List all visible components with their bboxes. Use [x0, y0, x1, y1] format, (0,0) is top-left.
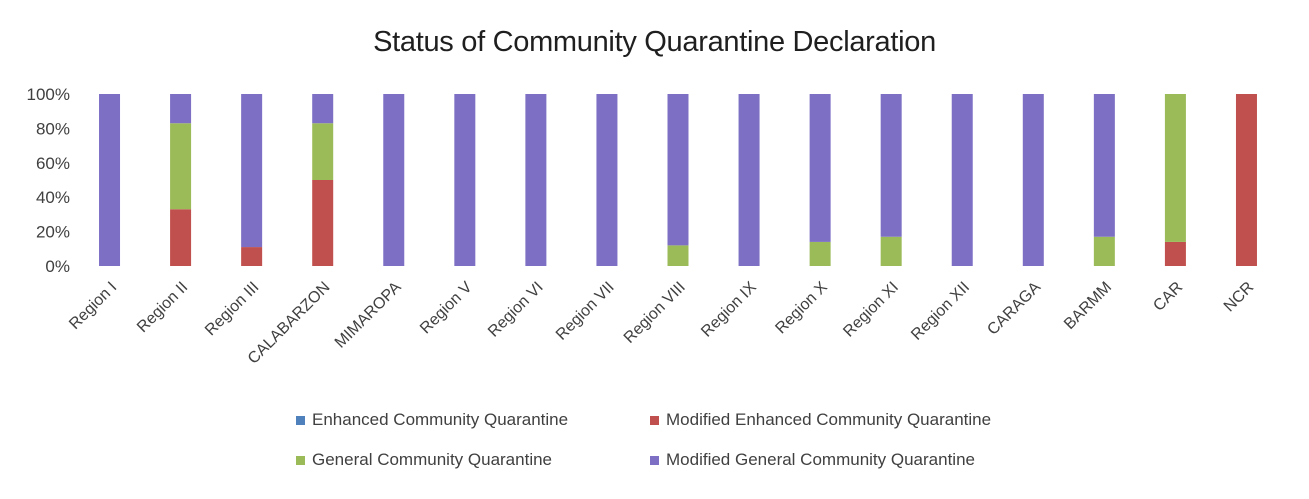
bar-segment — [99, 94, 121, 266]
chart-plot: 0%20%40%60%80%100% Region I Region II Regi… — [27, 85, 1258, 368]
x-tick-label: Region III — [202, 279, 262, 339]
legend-label: General Community Quarantine — [312, 450, 553, 469]
bar-segment — [525, 94, 547, 266]
bar-segment — [809, 241, 831, 266]
x-tick-label: Region XII — [908, 279, 973, 344]
bar-segment — [951, 94, 973, 266]
bar-segment — [1235, 94, 1257, 266]
y-tick-label: 0% — [45, 257, 70, 276]
bar-segment — [1093, 94, 1115, 237]
bar-segment — [738, 94, 760, 266]
legend-swatch — [296, 455, 305, 465]
y-tick-label: 20% — [36, 223, 70, 242]
y-tick-label: 80% — [36, 119, 70, 138]
bar-segment — [667, 94, 689, 246]
bar-segment — [241, 94, 263, 248]
bar-segment — [880, 94, 902, 237]
bar-segment — [667, 245, 689, 266]
x-tick-label: Region I — [66, 279, 120, 333]
x-tick-label: BARMM — [1061, 279, 1115, 333]
chart-title: Status of Community Quarantine Declarati… — [373, 26, 936, 58]
y-tick-label: 60% — [36, 154, 70, 173]
legend-swatch — [650, 415, 659, 425]
bar-segment — [170, 94, 192, 124]
bar-segment — [312, 180, 334, 266]
legend-swatch — [296, 415, 305, 425]
x-tick-label: Region IX — [698, 279, 760, 341]
x-tick-label: Region V — [417, 279, 476, 338]
bar-segment — [596, 94, 618, 266]
legend-label: Modified Enhanced Community Quarantine — [666, 410, 992, 429]
bar-segment — [1093, 236, 1115, 266]
x-tick-label: CAR — [1150, 279, 1186, 315]
legend-item: Modified General Community Quarantine — [650, 450, 975, 470]
x-tick-label: Region XI — [840, 279, 902, 341]
legend-item: Enhanced Community Quarantine — [296, 410, 568, 430]
y-tick-label: 100% — [27, 85, 70, 104]
x-tick-label: MIMAROPA — [332, 279, 405, 352]
bar-segment — [809, 94, 831, 242]
legend-label: Enhanced Community Quarantine — [312, 410, 569, 429]
x-tick-label: CARAGA — [984, 279, 1044, 339]
legend-label: Modified General Community Quarantine — [666, 450, 975, 469]
bar-segment — [1022, 94, 1044, 266]
bar-segment — [170, 123, 192, 210]
bar-segment — [454, 94, 476, 266]
bar-segment — [312, 123, 334, 180]
bar-segment — [312, 94, 334, 124]
legend-item: Modified Enhanced Community Quarantine — [650, 410, 991, 430]
x-tick-label: NCR — [1221, 279, 1258, 316]
legend-item: General Community Quarantine — [296, 450, 552, 470]
x-tick-label: Region VIII — [621, 279, 689, 347]
bar-segment — [383, 94, 405, 266]
bar-segment — [170, 209, 192, 266]
bar-segment — [241, 247, 263, 266]
bar-segment — [880, 236, 902, 266]
x-tick-label: Region VII — [553, 279, 618, 344]
x-tick-label: Region VI — [485, 279, 547, 341]
y-tick-label: 40% — [36, 188, 70, 207]
bar-segment — [1164, 241, 1186, 266]
bar-segment — [1164, 94, 1186, 242]
legend-swatch — [650, 455, 659, 465]
x-tick-label: Region II — [134, 279, 191, 336]
x-tick-label: Region X — [772, 279, 831, 338]
